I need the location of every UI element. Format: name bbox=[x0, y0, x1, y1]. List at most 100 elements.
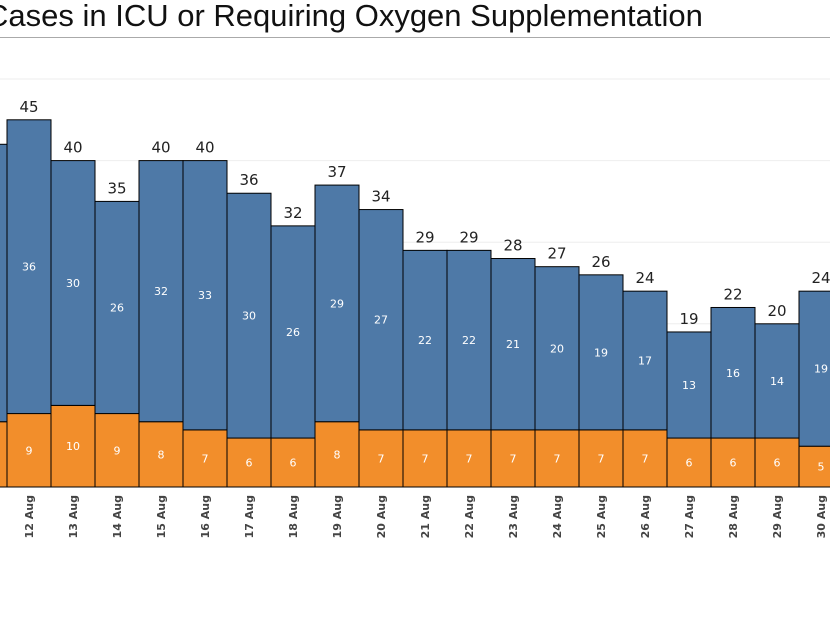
chart-title: Cases in ICU or Requiring Oxygen Supplem… bbox=[0, 0, 703, 33]
icu-value-label: 7 bbox=[598, 452, 605, 465]
x-tick-label: 27 Aug bbox=[683, 495, 696, 538]
x-tick-label: 28 Aug bbox=[727, 495, 740, 538]
oxygen-value-label: 27 bbox=[374, 314, 388, 327]
total-label: 35 bbox=[107, 179, 126, 197]
total-label: 20 bbox=[767, 302, 786, 320]
x-tick-label: 19 Aug bbox=[331, 495, 344, 538]
x-tick-label: 13 Aug bbox=[67, 495, 80, 538]
total-label: 27 bbox=[547, 245, 566, 263]
x-tick-label: 30 Aug bbox=[815, 495, 828, 538]
icu-value-label: 5 bbox=[818, 461, 825, 474]
bar-icu bbox=[446, 429, 492, 488]
bar-icu bbox=[226, 437, 272, 488]
total-label: 40 bbox=[151, 139, 170, 157]
total-label: 34 bbox=[371, 188, 390, 206]
icu-value-label: 7 bbox=[202, 452, 209, 465]
bar-icu bbox=[710, 437, 756, 488]
oxygen-value-label: 30 bbox=[242, 310, 256, 323]
bar-oxygen bbox=[226, 192, 272, 439]
oxygen-value-label: 14 bbox=[770, 375, 784, 388]
total-label: 32 bbox=[283, 204, 302, 222]
total-label: 19 bbox=[679, 310, 698, 328]
bar-icu bbox=[50, 404, 96, 488]
x-tick-label: 21 Aug bbox=[419, 495, 432, 538]
bar-oxygen bbox=[138, 160, 184, 423]
oxygen-value-label: 29 bbox=[330, 297, 344, 310]
bar-oxygen bbox=[358, 209, 404, 431]
title-divider bbox=[0, 37, 830, 38]
bar-icu bbox=[490, 429, 536, 488]
total-label: 36 bbox=[239, 171, 258, 189]
icu-value-label: 8 bbox=[158, 448, 165, 461]
icu-value-label: 7 bbox=[378, 452, 385, 465]
total-label: 45 bbox=[19, 98, 38, 116]
total-label: 37 bbox=[327, 163, 346, 181]
bar-oxygen bbox=[710, 306, 756, 439]
total-label: 26 bbox=[591, 253, 610, 271]
icu-value-label: 9 bbox=[26, 444, 33, 457]
oxygen-value-label: 22 bbox=[418, 334, 432, 347]
x-tick-label: 25 Aug bbox=[595, 495, 608, 538]
oxygen-value-label: 13 bbox=[682, 379, 696, 392]
x-tick-label: 22 Aug bbox=[463, 495, 476, 538]
bar-oxygen bbox=[6, 119, 52, 415]
oxygen-value-label: 32 bbox=[154, 285, 168, 298]
bars bbox=[0, 119, 830, 488]
bar-icu bbox=[402, 429, 448, 488]
bar-icu bbox=[534, 429, 580, 488]
icu-value-label: 10 bbox=[66, 440, 80, 453]
total-label: 24 bbox=[635, 269, 654, 287]
bar-oxygen bbox=[578, 274, 624, 431]
bar-oxygen bbox=[182, 160, 228, 431]
icu-value-label: 7 bbox=[422, 452, 429, 465]
total-label: 29 bbox=[459, 228, 478, 246]
oxygen-value-label: 36 bbox=[22, 261, 36, 274]
x-tick-label: 23 Aug bbox=[507, 495, 520, 538]
bar-oxygen bbox=[0, 143, 8, 423]
icu-value-label: 8 bbox=[334, 448, 341, 461]
x-tick-label: 24 Aug bbox=[551, 495, 564, 538]
oxygen-value-label: 20 bbox=[550, 342, 564, 355]
total-label: 29 bbox=[415, 228, 434, 246]
bar-oxygen bbox=[534, 266, 580, 431]
bar-oxygen bbox=[754, 323, 800, 439]
bar-oxygen bbox=[622, 290, 668, 431]
bar-oxygen bbox=[490, 258, 536, 431]
icu-value-label: 6 bbox=[290, 457, 297, 470]
bar-oxygen bbox=[50, 160, 96, 406]
x-tick-label: 15 Aug bbox=[155, 495, 168, 538]
oxygen-value-label: 16 bbox=[726, 367, 740, 380]
icu-value-label: 6 bbox=[246, 457, 253, 470]
x-tick-label: 16 Aug bbox=[199, 495, 212, 538]
icu-value-label: 7 bbox=[642, 452, 649, 465]
oxygen-value-label: 30 bbox=[66, 277, 80, 290]
icu-value-label: 7 bbox=[466, 452, 473, 465]
icu-value-label: 9 bbox=[114, 444, 121, 457]
total-label: 22 bbox=[723, 285, 742, 303]
total-label: 40 bbox=[195, 139, 214, 157]
icu-value-label: 7 bbox=[554, 452, 561, 465]
oxygen-value-label: 22 bbox=[462, 334, 476, 347]
icu-value-label: 6 bbox=[774, 457, 781, 470]
oxygen-value-label: 26 bbox=[110, 301, 124, 314]
bar-icu bbox=[798, 445, 830, 488]
bar-icu bbox=[94, 413, 140, 488]
total-label: 24 bbox=[811, 269, 830, 287]
x-tick-label: 26 Aug bbox=[639, 495, 652, 538]
bar-icu bbox=[578, 429, 624, 488]
x-tick-label: 17 Aug bbox=[243, 495, 256, 538]
bar-icu bbox=[358, 429, 404, 488]
icu-value-label: 6 bbox=[730, 457, 737, 470]
x-tick-label: 12 Aug bbox=[23, 495, 36, 538]
oxygen-value-label: 21 bbox=[506, 338, 520, 351]
total-label: 28 bbox=[503, 237, 522, 255]
bar-oxygen bbox=[402, 249, 448, 431]
x-tick-label: 20 Aug bbox=[375, 495, 388, 538]
oxygen-value-label: 19 bbox=[594, 346, 608, 359]
icu-value-label: 6 bbox=[686, 457, 693, 470]
x-tick-label: 14 Aug bbox=[111, 495, 124, 538]
total-label: 40 bbox=[63, 139, 82, 157]
oxygen-value-label: 19 bbox=[814, 363, 828, 376]
